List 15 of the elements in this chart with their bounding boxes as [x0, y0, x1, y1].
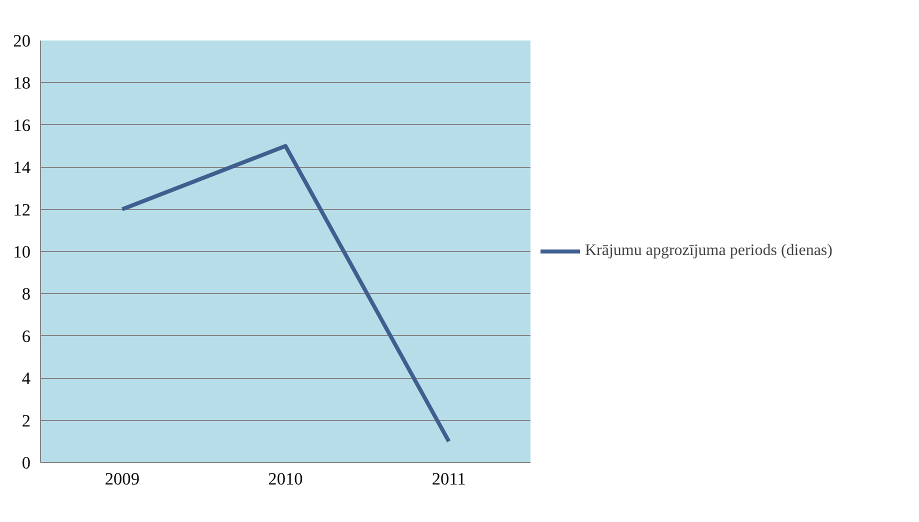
y-tick-label: 18	[13, 74, 30, 93]
x-tick-label: 2011	[432, 470, 466, 488]
legend-label: Krājumu apgrozījuma periods (dienas)	[585, 242, 832, 260]
y-tick-label: 8	[22, 284, 31, 304]
y-tick-label: 6	[22, 326, 31, 346]
x-tick-label: 2010	[268, 470, 303, 488]
y-tick-label: 14	[13, 158, 31, 178]
x-tick-label: 2009	[104, 470, 140, 488]
y-tick-label: 0	[22, 454, 31, 472]
y-tick-label: 20	[13, 32, 30, 50]
y-tick-label: 16	[13, 116, 31, 135]
y-tick-label: 10	[13, 242, 30, 262]
y-tick-label: 2	[22, 411, 31, 430]
y-tick-label: 12	[13, 200, 30, 220]
y-tick-label: 4	[22, 369, 31, 388]
